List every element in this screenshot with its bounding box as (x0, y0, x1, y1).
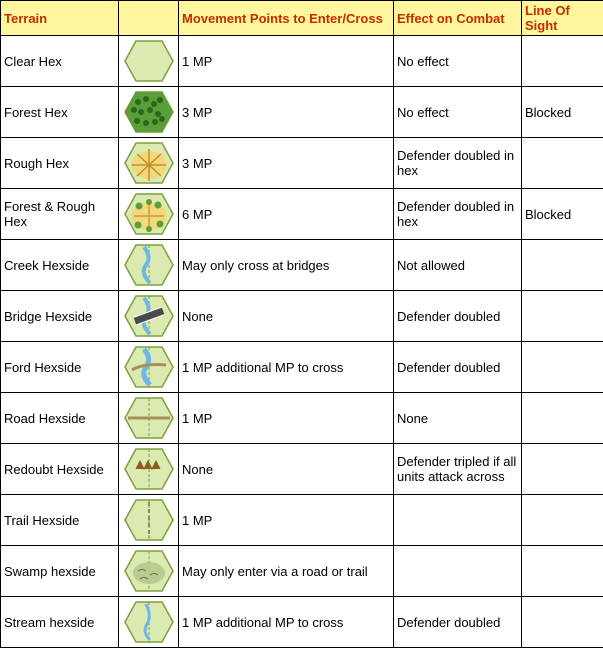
line-of-sight (522, 36, 603, 87)
terrain-name: Swamp hexside (1, 546, 119, 597)
movement-points: 1 MP additional MP to cross (179, 342, 394, 393)
combat-effect: None (394, 393, 522, 444)
terrain-hex-icon (119, 240, 179, 291)
table-row: Redoubt Hexside None Defender tripled if… (1, 444, 603, 495)
line-of-sight (522, 444, 603, 495)
terrain-name: Stream hexside (1, 597, 119, 648)
terrain-hex-icon (119, 495, 179, 546)
combat-effect: Not allowed (394, 240, 522, 291)
terrain-hex-icon (119, 87, 179, 138)
header-combat: Effect on Combat (394, 1, 522, 36)
header-terrain: Terrain (1, 1, 119, 36)
table-row: Ford Hexside 1 MP additional MP to cross… (1, 342, 603, 393)
movement-points: May only enter via a road or trail (179, 546, 394, 597)
table-row: Creek Hexside May only cross at bridges … (1, 240, 603, 291)
terrain-effects-table: Terrain Movement Points to Enter/Cross E… (0, 0, 603, 648)
terrain-name: Redoubt Hexside (1, 444, 119, 495)
terrain-hex-icon (119, 546, 179, 597)
terrain-hex-icon (119, 393, 179, 444)
table-row: Rough Hex 3 MP Defender doubled in hex (1, 138, 603, 189)
combat-effect: Defender doubled (394, 291, 522, 342)
combat-effect (394, 546, 522, 597)
movement-points: None (179, 291, 394, 342)
header-mp: Movement Points to Enter/Cross (179, 1, 394, 36)
terrain-hex-icon (119, 597, 179, 648)
terrain-name: Clear Hex (1, 36, 119, 87)
table-row: Swamp hexside May only enter via a road … (1, 546, 603, 597)
line-of-sight (522, 495, 603, 546)
terrain-name: Trail Hexside (1, 495, 119, 546)
combat-effect: No effect (394, 87, 522, 138)
terrain-name: Rough Hex (1, 138, 119, 189)
combat-effect: No effect (394, 36, 522, 87)
terrain-hex-icon (119, 189, 179, 240)
terrain-hex-icon (119, 342, 179, 393)
table-row: Road Hexside 1 MP None (1, 393, 603, 444)
table-row: Stream hexside 1 MP additional MP to cro… (1, 597, 603, 648)
line-of-sight (522, 342, 603, 393)
line-of-sight (522, 291, 603, 342)
line-of-sight: Blocked (522, 189, 603, 240)
terrain-hex-icon (119, 36, 179, 87)
combat-effect (394, 495, 522, 546)
table-row: Forest Hex 3 MP No effect Blocked (1, 87, 603, 138)
line-of-sight (522, 546, 603, 597)
line-of-sight (522, 393, 603, 444)
terrain-name: Forest Hex (1, 87, 119, 138)
movement-points: 1 MP (179, 36, 394, 87)
combat-effect: Defender doubled (394, 342, 522, 393)
header-icon (119, 1, 179, 36)
line-of-sight: Blocked (522, 87, 603, 138)
movement-points: May only cross at bridges (179, 240, 394, 291)
table-row: Trail Hexside 1 MP (1, 495, 603, 546)
combat-effect: Defender doubled in hex (394, 138, 522, 189)
combat-effect: Defender tripled if all units attack acr… (394, 444, 522, 495)
terrain-name: Creek Hexside (1, 240, 119, 291)
terrain-name: Road Hexside (1, 393, 119, 444)
table-row: Forest & Rough Hex 6 MP Defender doubled… (1, 189, 603, 240)
combat-effect: Defender doubled (394, 597, 522, 648)
terrain-hex-icon (119, 138, 179, 189)
movement-points: None (179, 444, 394, 495)
combat-effect: Defender doubled in hex (394, 189, 522, 240)
movement-points: 6 MP (179, 189, 394, 240)
movement-points: 1 MP (179, 495, 394, 546)
movement-points: 1 MP (179, 393, 394, 444)
table-header-row: Terrain Movement Points to Enter/Cross E… (1, 1, 603, 36)
terrain-hex-icon (119, 444, 179, 495)
header-los: Line Of Sight (522, 1, 603, 36)
terrain-name: Forest & Rough Hex (1, 189, 119, 240)
line-of-sight (522, 597, 603, 648)
movement-points: 3 MP (179, 87, 394, 138)
table-row: Clear Hex 1 MP No effect (1, 36, 603, 87)
line-of-sight (522, 138, 603, 189)
line-of-sight (522, 240, 603, 291)
table-row: Bridge Hexside None Defender doubled (1, 291, 603, 342)
terrain-name: Bridge Hexside (1, 291, 119, 342)
movement-points: 1 MP additional MP to cross (179, 597, 394, 648)
terrain-name: Ford Hexside (1, 342, 119, 393)
movement-points: 3 MP (179, 138, 394, 189)
terrain-hex-icon (119, 291, 179, 342)
